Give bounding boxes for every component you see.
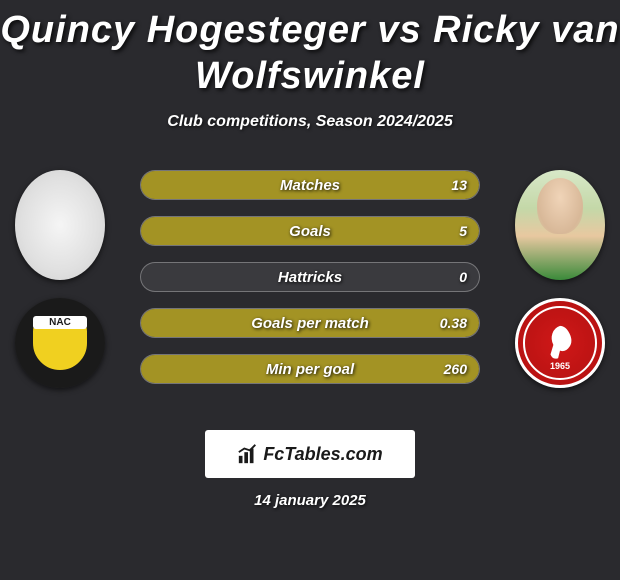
right-player-column: 1965 — [500, 160, 620, 580]
stat-row: Hattricks 0 — [140, 262, 480, 292]
stats-bars: Matches 13 Goals 5 Hattricks 0 Goals per match… — [140, 170, 480, 400]
nac-shield-icon: NAC — [31, 314, 89, 372]
subtitle: Club competitions, Season 2024/2025 — [0, 113, 620, 131]
stat-value-right: 0.38 — [440, 315, 467, 331]
stat-label: Hattricks — [278, 269, 342, 286]
title-line-2: Wolfswinkel — [195, 55, 425, 97]
twente-year: 1965 — [550, 361, 570, 371]
horse-icon — [541, 322, 579, 364]
stat-label: Goals per match — [251, 315, 369, 332]
stat-row: Goals 5 — [140, 216, 480, 246]
stat-value-right: 260 — [444, 361, 467, 377]
date-label: 14 january 2025 — [0, 492, 620, 509]
stat-row: Min per goal 260 — [140, 354, 480, 384]
stat-row: Goals per match 0.38 — [140, 308, 480, 338]
header: Quincy Hogesteger vs Ricky van Wolfswink… — [0, 0, 620, 131]
chart-icon — [237, 443, 259, 465]
stat-value-right: 13 — [451, 177, 467, 193]
page-title: Quincy Hogesteger vs Ricky van Wolfswink… — [0, 8, 620, 99]
stat-label: Matches — [280, 177, 340, 194]
stat-value-right: 5 — [459, 223, 467, 239]
left-player-column: NAC — [0, 160, 120, 580]
club-badge-left: NAC — [15, 298, 105, 388]
nac-badge-text: NAC — [33, 316, 87, 329]
site-logo[interactable]: FcTables.com — [205, 430, 415, 478]
photo-portrait-icon — [515, 170, 605, 280]
stat-label: Goals — [289, 223, 331, 240]
player-photo-left — [15, 170, 105, 280]
site-brand-text: FcTables.com — [263, 444, 382, 465]
stat-label: Min per goal — [266, 361, 354, 378]
photo-placeholder-icon — [15, 170, 105, 280]
player-photo-right — [515, 170, 605, 280]
club-badge-right: 1965 — [515, 298, 605, 388]
stat-value-right: 0 — [459, 269, 467, 285]
stat-row: Matches 13 — [140, 170, 480, 200]
title-line-1: Quincy Hogesteger vs Ricky van — [0, 9, 619, 51]
